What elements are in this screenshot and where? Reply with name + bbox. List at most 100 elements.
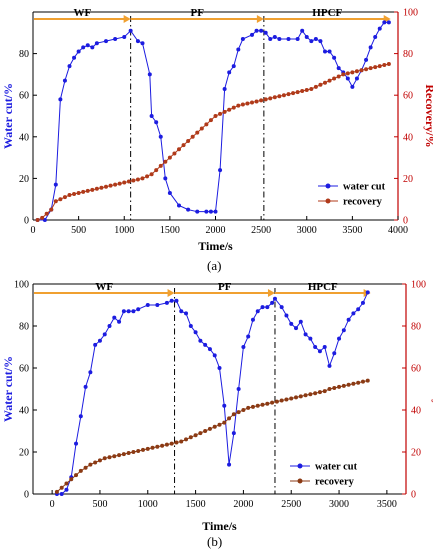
a-series-1-point-67 [341, 72, 346, 77]
b-series-0-point-47 [294, 326, 299, 331]
b-series-1-point-29 [193, 433, 198, 438]
b-series-1-point-7 [88, 462, 93, 467]
a-series-1-point-24 [145, 174, 150, 179]
b-yr-tick-label-3: 60 [411, 364, 421, 375]
b-phase-label-0: WF [95, 281, 113, 293]
a-phase-label-1: PF [191, 7, 205, 19]
b-series-0-point-57 [341, 328, 346, 333]
b-series-1-point-39 [241, 408, 246, 412]
b-series-1-point-53 [308, 392, 313, 397]
b-series-1-point-49 [289, 396, 294, 401]
b-series-1-point-31 [203, 429, 208, 433]
b-yr-tick-label-0: 0 [411, 490, 416, 501]
a-series-1-point-28 [163, 159, 168, 164]
a-series-0-point-16 [128, 28, 133, 33]
a-y-left-label: Water cut/% [1, 83, 15, 149]
a-x-tick-label-5: 2500 [251, 225, 271, 236]
a-series-1-point-4 [53, 199, 58, 204]
a-series-1-point-69 [350, 70, 355, 75]
a-series-0-point-8 [76, 49, 81, 54]
a-series-1-point-33 [186, 138, 191, 143]
a-series-1-point-17 [113, 182, 118, 187]
a-series-0-point-10 [85, 43, 90, 48]
a-series-1-point-7 [67, 193, 72, 198]
b-series-1-point-20 [150, 445, 155, 450]
b-series-1-point-17 [136, 448, 141, 453]
b-series-1-point-34 [217, 422, 222, 427]
a-x-tick-label-4: 2000 [206, 225, 226, 236]
a-series-1-point-14 [99, 185, 104, 190]
b-yl-tick-label-2: 40 [19, 406, 29, 417]
b-phase-arrowhead-1 [267, 289, 275, 297]
a-series-1-point-47 [250, 100, 254, 105]
a-series-1-point-26 [154, 168, 159, 173]
a-series-1-point-30 [172, 151, 177, 156]
b-series-1-point-48 [284, 397, 289, 402]
a-series-0-point-58 [354, 76, 359, 81]
b-series-1-point-24 [169, 441, 174, 446]
a-series-1-point-74 [373, 65, 378, 70]
a-series-1-point-19 [122, 180, 127, 185]
a-series-0-point-11 [90, 45, 95, 50]
b-series-1-point-42 [255, 403, 260, 408]
b-series-0-point-29 [207, 347, 212, 352]
b-series-0-point-53 [322, 345, 327, 349]
b-series-1-point-58 [332, 385, 337, 390]
a-series-0-point-3 [53, 182, 58, 187]
b-series-1-point-2 [64, 481, 69, 486]
b-series-0-point-51 [313, 345, 318, 349]
a-series-1-point-10 [81, 189, 86, 194]
a-x-tick-label-0: 0 [31, 225, 36, 236]
b-series-1-point-57 [327, 387, 332, 391]
b-series-1-point-6 [83, 465, 88, 470]
b-series-1-point-46 [274, 399, 279, 404]
b-series-0-point-4 [74, 441, 79, 446]
a-series-1-point-48 [254, 99, 259, 104]
a-series-1-point-31 [177, 147, 181, 152]
b-series-1-point-38 [236, 410, 241, 415]
b-series-0-point-10 [102, 332, 107, 337]
b-series-0-point-19 [155, 303, 160, 307]
a-series-0-point-23 [163, 176, 168, 181]
b-series-0-point-26 [193, 330, 198, 335]
a-series-1-point-35 [195, 130, 200, 135]
b-series-1-point-40 [246, 405, 251, 410]
a-yr-tick-label-0: 0 [403, 216, 408, 227]
a-series-0-point-51 [323, 49, 327, 54]
a-series-1-point-71 [359, 68, 364, 73]
a-phase-label-0: WF [73, 7, 91, 19]
b-series-0-point-45 [284, 313, 289, 318]
a-series-1-point-16 [108, 183, 113, 188]
a-phase-label-2: HPCF [312, 7, 342, 19]
b-series-1-point-41 [250, 404, 255, 409]
b-series-1-point-10 [102, 456, 107, 461]
a-yr-tick-label-2: 40 [403, 132, 413, 143]
a-series-1-point-32 [181, 143, 186, 148]
a-series-1-point-1 [40, 215, 45, 220]
b-series-1-point-27 [184, 437, 189, 442]
b-phase-label-1: PF [218, 281, 232, 293]
b-series-1-point-15 [126, 451, 131, 456]
a-series-1-point-56 [291, 91, 296, 96]
b-series-0-point-5 [78, 414, 83, 419]
b-series-0-point-16 [131, 309, 136, 314]
b-x-axis-label: Time/s [202, 519, 237, 533]
a-series-1-point-5 [58, 197, 63, 202]
b-series-1-point-1 [59, 485, 64, 490]
b-series-1-point-56 [322, 389, 327, 394]
a-series-0-point-5 [62, 78, 67, 83]
b-yl-tick-label-1: 20 [19, 448, 29, 459]
a-series-0-point-46 [300, 28, 305, 33]
b-y-right-label: Recovery/% [431, 357, 433, 420]
a-legend-label-0: water cut [343, 182, 386, 193]
a-series-0-point-40 [263, 30, 268, 35]
b-yr-tick-label-4: 80 [411, 322, 421, 333]
a-x-tick-label-3: 1500 [160, 225, 180, 236]
a-series-1-point-43 [231, 105, 236, 110]
b-x-tick-label-2: 1000 [138, 499, 158, 510]
b-series-0-point-35 [236, 387, 241, 391]
b-series-1-point-22 [160, 443, 165, 448]
a-series-1-point-60 [309, 86, 314, 91]
b-series-0-point-22 [174, 298, 179, 303]
